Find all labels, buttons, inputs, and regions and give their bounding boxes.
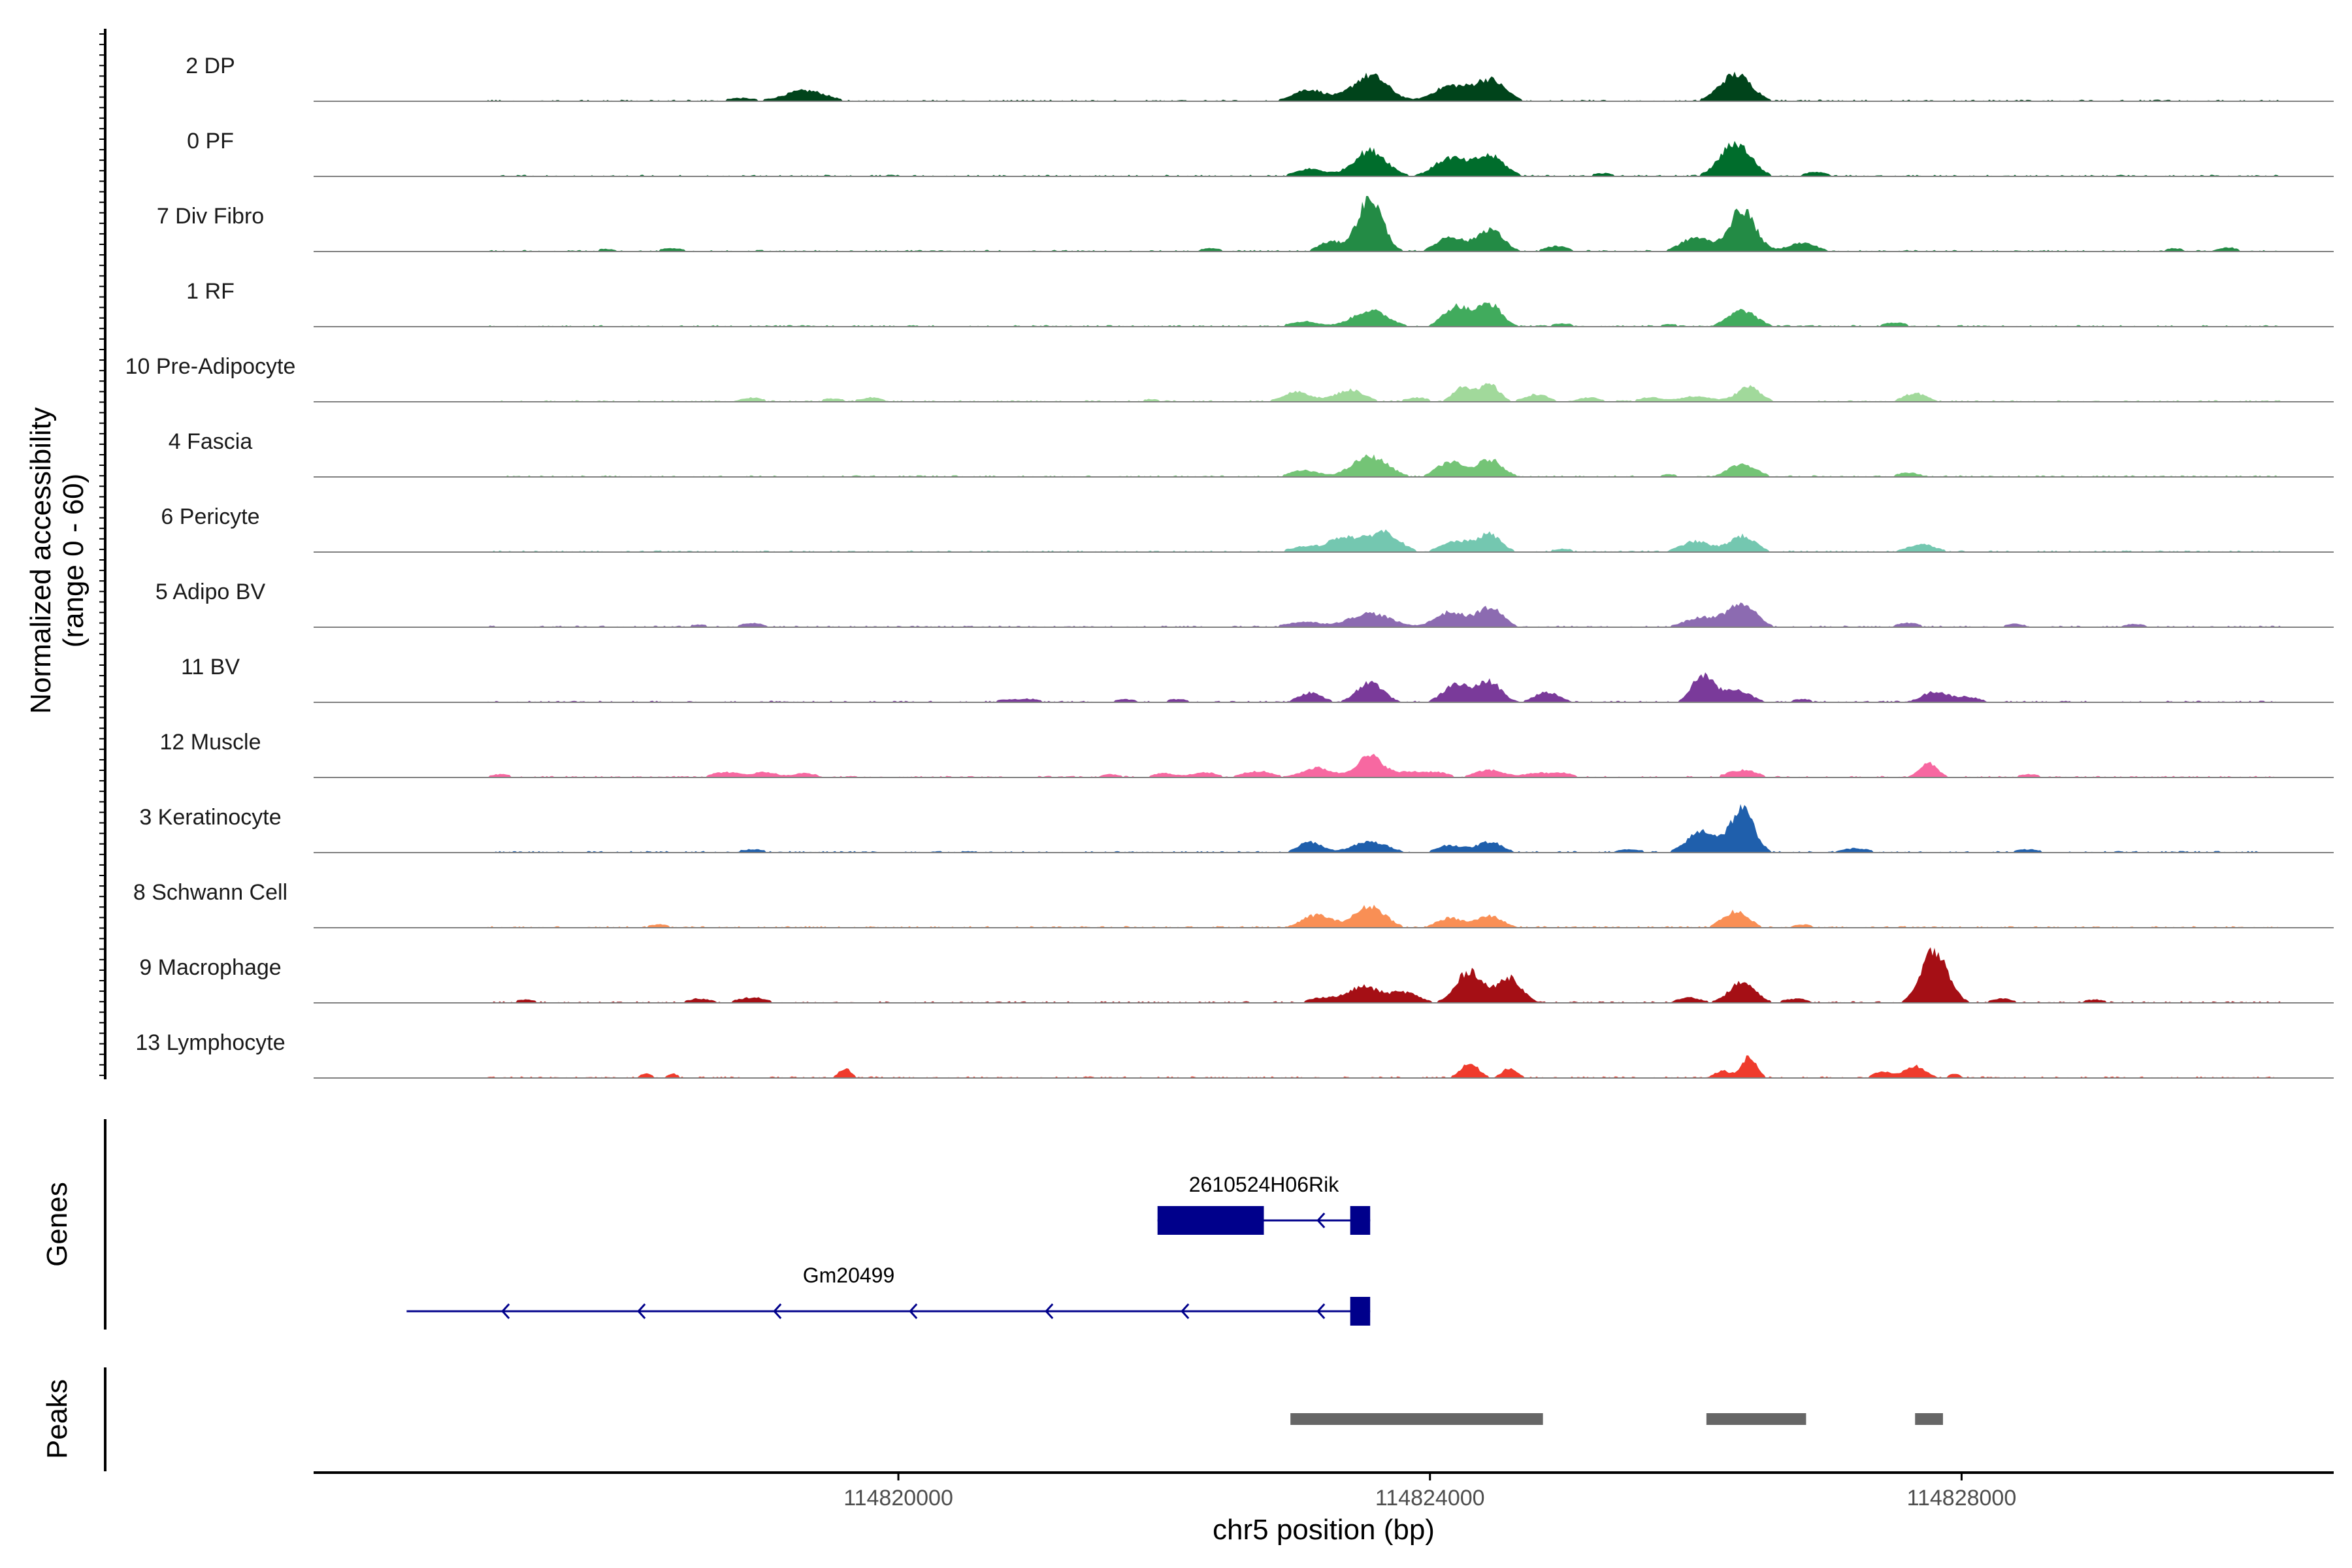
- coverage-area: [314, 383, 2334, 402]
- gene-exon: [1157, 1206, 1264, 1235]
- gene-label: Gm20499: [803, 1264, 895, 1287]
- strand-arrow: [1316, 1212, 1326, 1229]
- y-axis-title-line2: (range 0 - 60): [57, 474, 90, 648]
- strand-arrow: [909, 1303, 918, 1320]
- coverage-track: 4 Fascia: [169, 429, 2334, 478]
- coverage-area: [314, 753, 2334, 777]
- coverage-area: [314, 1055, 2334, 1078]
- track-label: 13 Lymphocyte: [135, 1030, 285, 1055]
- track-label: 5 Adipo BV: [155, 580, 266, 604]
- track-label: 3 Keratinocyte: [139, 805, 281, 830]
- coverage-track: 5 Adipo BV: [155, 580, 2334, 628]
- coverage-track: 12 Muscle: [160, 730, 2334, 778]
- strand-arrow: [773, 1303, 782, 1320]
- strand-arrow: [637, 1303, 646, 1320]
- track-label: 9 Macrophage: [139, 955, 281, 980]
- peak-region: [1290, 1413, 1543, 1425]
- x-axis-ticks: 114820000 114824000 114828000: [843, 1473, 2016, 1511]
- coverage-track: 2 DP: [186, 54, 2334, 102]
- genes-panel-label: Genes: [41, 1182, 73, 1267]
- track-label: 2 DP: [186, 54, 235, 78]
- coverage-area: [314, 71, 2334, 101]
- track-label: 6 Pericyte: [161, 504, 259, 529]
- coverage-area: [314, 672, 2334, 702]
- coverage-area: [314, 602, 2334, 627]
- peak-region: [1706, 1413, 1806, 1425]
- coverage-track: 11 BV: [181, 655, 2334, 703]
- track-label: 11 BV: [181, 655, 240, 679]
- coverage-area: [314, 140, 2334, 176]
- coverage-track: 3 Keratinocyte: [139, 804, 2334, 853]
- strand-arrow: [1181, 1303, 1190, 1320]
- track-label: 10 Pre-Adipocyte: [125, 354, 296, 379]
- track-label: 12 Muscle: [160, 730, 261, 755]
- coverage-track: 13 Lymphocyte: [135, 1030, 2334, 1079]
- strand-arrow: [501, 1303, 510, 1320]
- coverage-y-axis: [99, 29, 106, 1079]
- coverage-track: 1 RF: [186, 279, 2334, 327]
- x-axis-tick-label: 114820000: [843, 1486, 953, 1511]
- coverage-area: [314, 302, 2334, 327]
- peaks-panel: [1290, 1413, 1943, 1425]
- y-axis-title-line1: Normalized accessibility: [25, 407, 57, 713]
- coverage-area: [314, 529, 2334, 552]
- coverage-track: 7 Div Fibro: [157, 196, 2334, 252]
- x-axis-tick-label: 114824000: [1375, 1486, 1485, 1511]
- coverage-track: 10 Pre-Adipocyte: [125, 354, 2334, 402]
- y-axis-ticks: [99, 33, 105, 1076]
- coverage-track: 8 Schwann Cell: [133, 880, 2334, 928]
- strand-arrow: [1316, 1303, 1326, 1320]
- gene-exon: [1350, 1206, 1371, 1235]
- coverage-area: [314, 804, 2334, 853]
- gene-label: 2610524H06Rik: [1189, 1173, 1340, 1196]
- x-axis-title: chr5 position (bp): [1213, 1514, 1435, 1546]
- coverage-area: [314, 947, 2334, 1003]
- track-label: 7 Div Fibro: [157, 204, 264, 229]
- coverage-tracks: 2 DP 0 PF 7 Div Fibro 1 RF 10 Pre-Adipocyte 4…: [125, 54, 2334, 1079]
- coverage-track: 0 PF: [187, 129, 2334, 177]
- track-label: 1 RF: [186, 279, 235, 304]
- coverage-track: 6 Pericyte: [161, 504, 2334, 553]
- track-label: 8 Schwann Cell: [133, 880, 287, 905]
- track-label: 4 Fascia: [169, 429, 253, 454]
- coverage-track: 9 Macrophage: [139, 947, 2334, 1004]
- coverage-area: [314, 454, 2334, 477]
- gene-exon: [1350, 1297, 1371, 1326]
- track-label: 0 PF: [187, 129, 234, 154]
- genes-panel: 2610524H06Rik Gm20499: [406, 1173, 1371, 1326]
- coverage-area: [314, 196, 2334, 252]
- peaks-panel-label: Peaks: [41, 1379, 73, 1459]
- x-axis-tick-label: 114828000: [1907, 1486, 2017, 1511]
- coverage-area: [314, 904, 2334, 928]
- strand-arrow: [1045, 1303, 1054, 1320]
- gene-model: Gm20499: [406, 1264, 1371, 1326]
- peak-region: [1915, 1413, 1943, 1425]
- gene-model: 2610524H06Rik: [1157, 1173, 1371, 1235]
